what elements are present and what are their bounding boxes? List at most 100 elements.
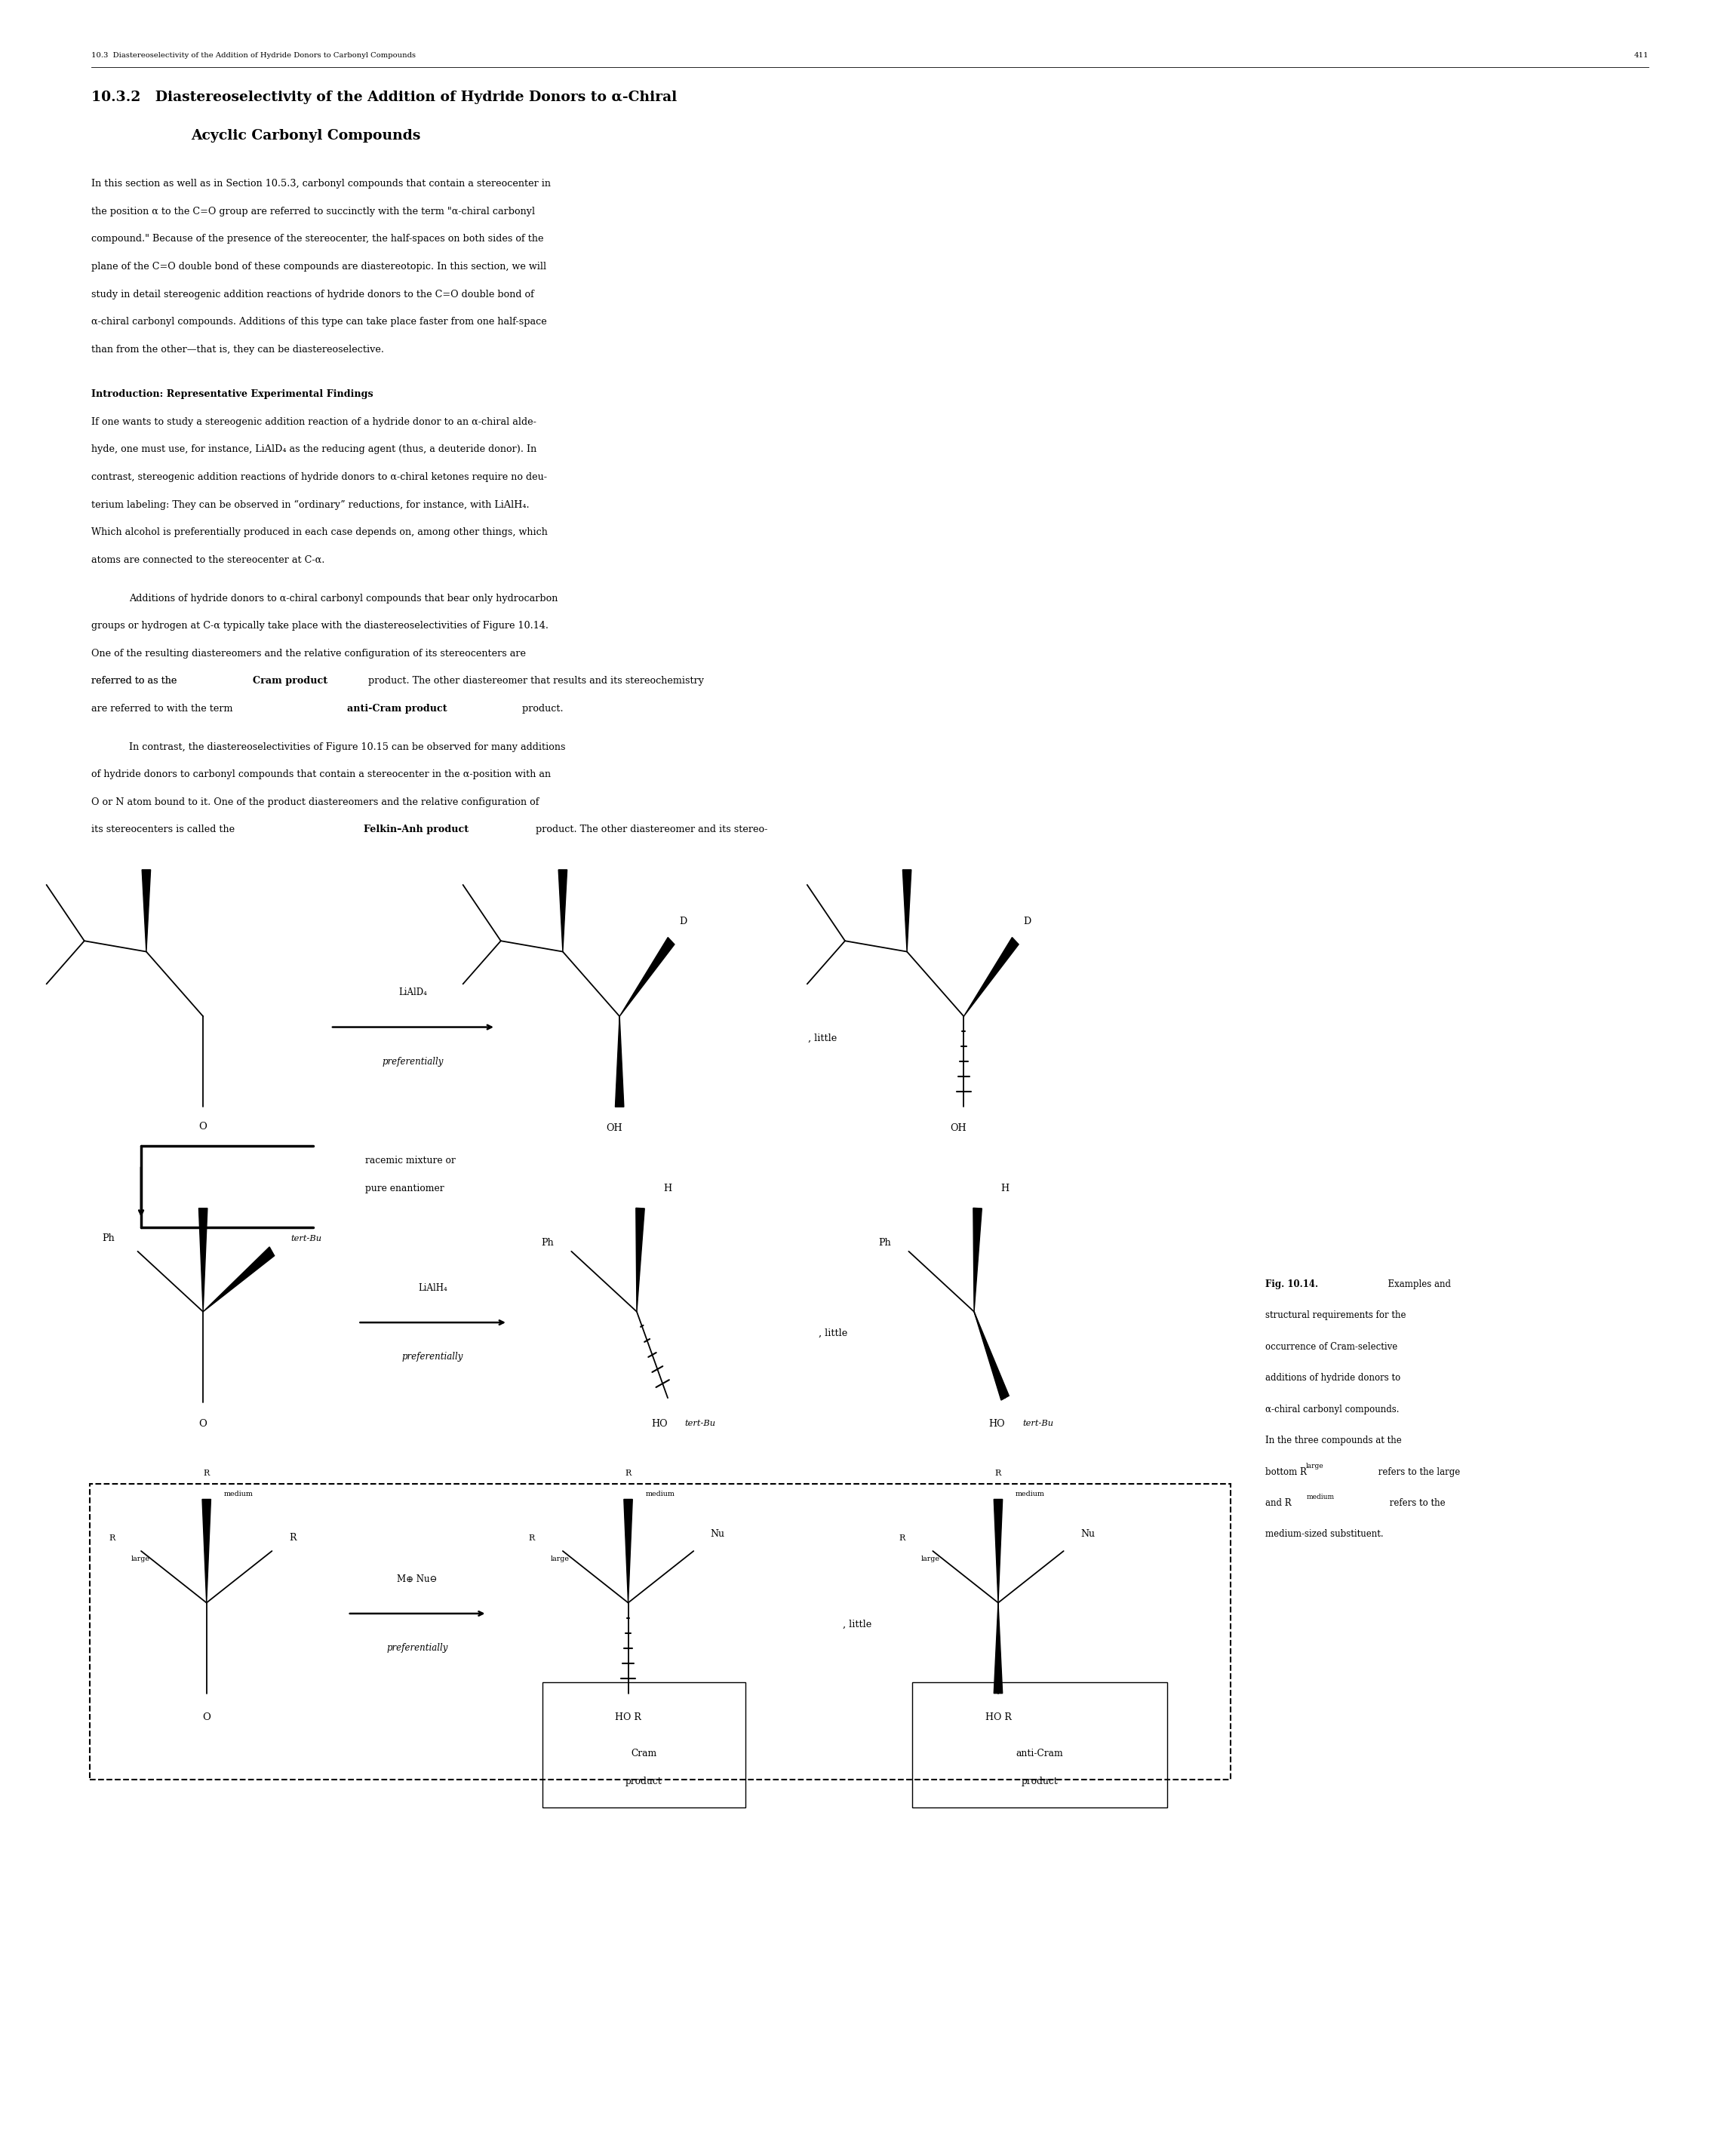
Text: tert-Bu: tert-Bu [291, 1235, 322, 1242]
Text: large: large [551, 1554, 570, 1563]
Text: Ph: Ph [102, 1233, 115, 1244]
Text: One of the resulting diastereomers and the relative configuration of its stereoc: One of the resulting diastereomers and t… [91, 649, 527, 658]
Polygon shape [995, 1602, 1002, 1692]
Polygon shape [558, 869, 566, 951]
Text: H: H [1002, 1184, 1009, 1194]
Text: D: D [680, 916, 687, 927]
Polygon shape [623, 1498, 633, 1602]
Text: Acyclic Carbonyl Compounds: Acyclic Carbonyl Compounds [191, 129, 420, 142]
Text: R: R [289, 1533, 296, 1544]
Text: structural requirements for the: structural requirements for the [1265, 1311, 1406, 1319]
Text: D: D [1024, 916, 1031, 927]
Text: are referred to with the term: are referred to with the term [91, 703, 236, 714]
Text: atoms are connected to the stereocenter at C-α.: atoms are connected to the stereocenter … [91, 554, 325, 565]
Text: , little: , little [843, 1619, 871, 1630]
Text: HO R: HO R [614, 1712, 642, 1723]
Text: racemic mixture or: racemic mixture or [365, 1156, 454, 1166]
Text: referred to as the: referred to as the [91, 677, 179, 686]
Text: terium labeling: They can be observed in “ordinary” reductions, for instance, wi: terium labeling: They can be observed in… [91, 500, 530, 509]
Text: large: large [1306, 1462, 1323, 1470]
Text: and R: and R [1265, 1498, 1291, 1507]
Text: tert-Bu: tert-Bu [685, 1421, 716, 1427]
Polygon shape [141, 869, 151, 951]
Text: 10.3.2   Diastereoselectivity of the Addition of Hydride Donors to α-Chiral: 10.3.2 Diastereoselectivity of the Addit… [91, 91, 676, 103]
Text: 411: 411 [1633, 52, 1649, 58]
Text: LiAlD₄: LiAlD₄ [399, 987, 427, 998]
Text: Introduction: Representative Experimental Findings: Introduction: Representative Experimenta… [91, 390, 373, 399]
Text: O: O [203, 1712, 210, 1723]
Text: LiAlH₄: LiAlH₄ [418, 1283, 447, 1294]
Text: If one wants to study a stereogenic addition reaction of a hydride donor to an α: If one wants to study a stereogenic addi… [91, 416, 537, 427]
Text: preferentially: preferentially [382, 1056, 444, 1067]
Text: referred to as the: referred to as the [91, 677, 179, 686]
Text: Ph: Ph [540, 1238, 554, 1248]
Text: , little: , little [809, 1033, 836, 1044]
Polygon shape [974, 1311, 1009, 1399]
Text: Nu: Nu [1081, 1529, 1095, 1539]
Text: refers to the large: refers to the large [1375, 1466, 1459, 1477]
Text: product. The other diastereomer that results and its stereochemistry: product. The other diastereomer that res… [365, 677, 704, 686]
Text: referred to as the Cram product: referred to as the Cram product [91, 677, 248, 686]
Text: O: O [200, 1121, 207, 1132]
Text: product: product [1021, 1777, 1058, 1787]
Text: product.: product. [520, 703, 563, 714]
Text: HO R: HO R [984, 1712, 1012, 1723]
Text: R: R [203, 1470, 210, 1477]
Text: Ph: Ph [878, 1238, 891, 1248]
Text: HO: HO [652, 1419, 668, 1429]
Text: M⊕ Nu⊖: M⊕ Nu⊖ [398, 1574, 437, 1585]
Polygon shape [620, 938, 675, 1015]
Text: Nu: Nu [711, 1529, 725, 1539]
Text: Cram: Cram [630, 1749, 657, 1759]
Text: medium: medium [1015, 1490, 1045, 1498]
Polygon shape [203, 1246, 274, 1311]
Text: preferentially: preferentially [387, 1643, 447, 1654]
Text: medium: medium [645, 1490, 675, 1498]
Text: tert-Bu: tert-Bu [1022, 1421, 1053, 1427]
Text: plane of the C=O double bond of these compounds are diastereotopic. In this sect: plane of the C=O double bond of these co… [91, 261, 546, 272]
Text: O or N atom bound to it. One of the product diastereomers and the relative confi: O or N atom bound to it. One of the prod… [91, 798, 539, 806]
Text: anti-Cram product: anti-Cram product [348, 703, 447, 714]
Text: bottom R: bottom R [1265, 1466, 1306, 1477]
Text: α-chiral carbonyl compounds.: α-chiral carbonyl compounds. [1265, 1404, 1399, 1414]
Text: medium-sized substituent.: medium-sized substituent. [1265, 1529, 1384, 1539]
Text: large: large [921, 1554, 940, 1563]
Polygon shape [198, 1207, 208, 1311]
Text: OH: OH [950, 1123, 967, 1134]
Text: Felkin–Anh product: Felkin–Anh product [363, 826, 468, 834]
Text: preferentially: preferentially [403, 1352, 463, 1363]
Text: In the three compounds at the: In the three compounds at the [1265, 1436, 1401, 1445]
Text: H: H [664, 1184, 671, 1194]
Text: its stereocenters is called the: its stereocenters is called the [91, 826, 237, 834]
Text: medium: medium [224, 1490, 253, 1498]
Polygon shape [995, 1498, 1002, 1602]
Text: R: R [625, 1470, 632, 1477]
Text: of hydride donors to carbonyl compounds that contain a stereocenter in the α-pos: of hydride donors to carbonyl compounds … [91, 770, 551, 780]
Text: pure enantiomer: pure enantiomer [365, 1184, 444, 1194]
Text: the position α to the C=O group are referred to succinctly with the term "α-chir: the position α to the C=O group are refe… [91, 207, 535, 216]
Text: Fig. 10.14.: Fig. 10.14. [1265, 1279, 1318, 1289]
Text: product: product [625, 1777, 663, 1787]
Polygon shape [904, 869, 912, 951]
Text: R: R [528, 1535, 535, 1542]
Text: study in detail stereogenic addition reactions of hydride donors to the C=O doub: study in detail stereogenic addition rea… [91, 289, 534, 300]
Text: R: R [898, 1535, 905, 1542]
Text: Which alcohol is preferentially produced in each case depends on, among other th: Which alcohol is preferentially produced… [91, 528, 547, 537]
Polygon shape [964, 938, 1019, 1015]
Text: contrast, stereogenic addition reactions of hydride donors to α-chiral ketones r: contrast, stereogenic addition reactions… [91, 472, 547, 483]
Text: additions of hydride donors to: additions of hydride donors to [1265, 1373, 1401, 1382]
Text: anti-Cram: anti-Cram [1015, 1749, 1064, 1759]
Text: medium: medium [1306, 1494, 1334, 1501]
Text: groups or hydrogen at C-α typically take place with the diastereoselectivities o: groups or hydrogen at C-α typically take… [91, 621, 549, 632]
Text: HO: HO [990, 1419, 1005, 1429]
Text: OH: OH [606, 1123, 623, 1134]
Text: Examples and: Examples and [1382, 1279, 1451, 1289]
Polygon shape [203, 1498, 212, 1602]
Text: occurrence of Cram-selective: occurrence of Cram-selective [1265, 1341, 1397, 1352]
Text: R: R [108, 1535, 115, 1542]
Text: In this section as well as in Section 10.5.3, carbonyl compounds that contain a : In this section as well as in Section 10… [91, 179, 551, 190]
Text: 10.3  Diastereoselectivity of the Addition of Hydride Donors to Carbonyl Compoun: 10.3 Diastereoselectivity of the Additio… [91, 52, 416, 58]
Text: , little: , little [819, 1328, 847, 1339]
Text: large: large [131, 1554, 150, 1563]
Text: refers to the: refers to the [1387, 1498, 1446, 1507]
